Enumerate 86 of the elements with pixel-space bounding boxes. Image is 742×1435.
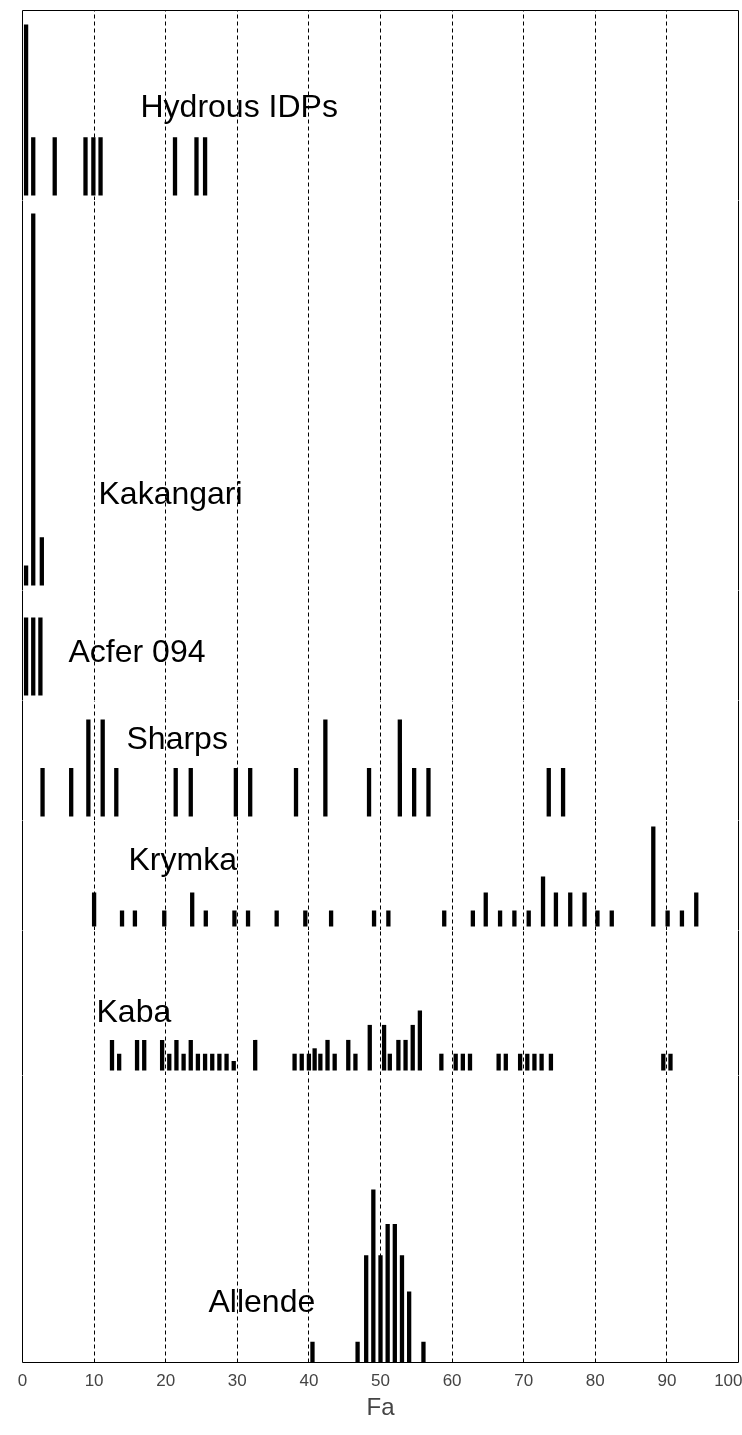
bar xyxy=(517,1053,523,1071)
bar xyxy=(470,910,476,927)
x-tick-label: 10 xyxy=(84,1370,104,1390)
bar xyxy=(202,1053,208,1071)
bar xyxy=(460,1053,465,1071)
bar xyxy=(117,1053,122,1071)
x-tick-label: 30 xyxy=(227,1370,247,1390)
bar xyxy=(210,1053,215,1071)
bar xyxy=(367,1024,372,1071)
bar xyxy=(119,910,125,927)
bar xyxy=(159,1039,165,1071)
text: Hydrous IDPs xyxy=(140,87,338,124)
bar xyxy=(142,1039,147,1071)
bar xyxy=(231,1060,236,1071)
bar xyxy=(332,1053,337,1071)
bar xyxy=(299,1053,304,1071)
bar xyxy=(132,910,138,927)
bar xyxy=(496,1053,501,1071)
bar xyxy=(553,892,559,927)
bar xyxy=(134,1039,140,1071)
bar xyxy=(346,1039,351,1071)
x-tick-label: 80 xyxy=(585,1370,605,1390)
x-tick-label: 50 xyxy=(371,1370,390,1390)
bar xyxy=(503,1053,508,1071)
chart-title: Sharps xyxy=(126,719,228,756)
text: Allende xyxy=(208,1282,316,1319)
bar xyxy=(609,910,614,927)
bar xyxy=(109,1039,115,1071)
bar xyxy=(467,1053,473,1071)
bar xyxy=(203,910,208,927)
bar xyxy=(453,1053,458,1071)
bar xyxy=(582,892,587,927)
bar xyxy=(253,1039,258,1071)
x-tick-label: 70 xyxy=(514,1370,534,1390)
x-tick-label: 20 xyxy=(156,1370,176,1390)
bar xyxy=(292,1053,297,1071)
bar xyxy=(539,1053,544,1071)
x-tick-label: 100 xyxy=(714,1370,742,1390)
chart-title: Kaba xyxy=(96,992,172,1029)
bar xyxy=(694,892,699,927)
bar xyxy=(595,910,600,927)
bar xyxy=(167,1053,172,1071)
text: Acfer 094 xyxy=(68,632,206,669)
bar xyxy=(568,892,573,927)
bar xyxy=(387,1053,392,1071)
bar xyxy=(190,892,195,927)
text: Kakangari xyxy=(98,474,243,511)
bar xyxy=(679,910,685,927)
bar xyxy=(381,1024,387,1071)
x-tick-label: 0 xyxy=(17,1370,28,1390)
bar xyxy=(353,1053,358,1071)
bar xyxy=(371,910,377,927)
bar xyxy=(403,1039,408,1071)
bar xyxy=(274,910,279,927)
bar xyxy=(540,876,546,927)
bar xyxy=(532,1053,537,1071)
bar xyxy=(174,1039,179,1071)
bar xyxy=(232,910,237,927)
bar xyxy=(181,1053,186,1071)
bar xyxy=(224,1053,229,1071)
bar xyxy=(188,1039,193,1071)
x-tick-label: 90 xyxy=(657,1370,677,1390)
bar xyxy=(245,910,251,927)
bar xyxy=(548,1053,554,1071)
x-axis-title: Fa xyxy=(366,1392,396,1420)
bar xyxy=(303,910,308,927)
bar xyxy=(386,910,391,927)
bar xyxy=(483,892,488,927)
chart-title: Krymka xyxy=(128,840,238,877)
bar xyxy=(651,826,656,927)
bar xyxy=(162,910,167,927)
bar xyxy=(195,1053,201,1071)
bar xyxy=(442,910,447,927)
bar xyxy=(525,1053,530,1071)
bar xyxy=(497,910,503,927)
bar xyxy=(439,1053,444,1071)
bar xyxy=(217,1053,222,1071)
x-tick-label: 60 xyxy=(442,1370,462,1390)
bar xyxy=(417,1010,423,1071)
bar xyxy=(526,910,531,927)
x-tick-label: 40 xyxy=(299,1370,319,1390)
bar xyxy=(410,1024,415,1071)
bar xyxy=(396,1039,401,1071)
bar xyxy=(512,910,517,927)
bar xyxy=(328,910,334,927)
bar xyxy=(325,1039,330,1071)
